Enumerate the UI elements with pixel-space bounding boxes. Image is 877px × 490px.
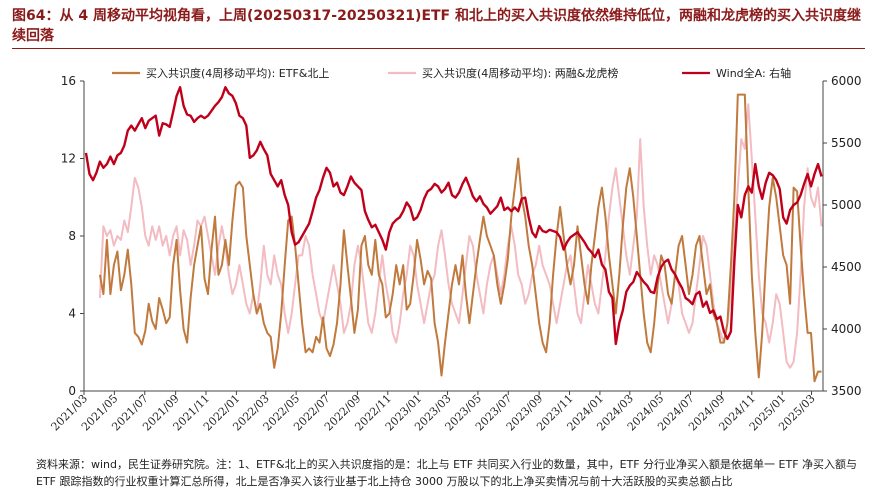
y-right-tick-label: 4500 xyxy=(831,260,862,274)
series-wind-a xyxy=(84,86,823,346)
y-right-tick-label: 5500 xyxy=(831,136,862,150)
y-right-tick-label: 4000 xyxy=(831,322,862,336)
chart-legend: 买入共识度(4周移动平均): ETF&北上 买入共识度(4周移动平均): 两融&龙… xyxy=(112,66,791,80)
legend-label: Wind全A: 右轴 xyxy=(716,66,791,80)
legend-label: 买入共识度(4周移动平均): 两融&龙虎榜 xyxy=(422,66,618,80)
y-left-tick-label: 4 xyxy=(68,307,76,321)
y-right-tick-label: 3500 xyxy=(831,384,862,398)
legend-label: 买入共识度(4周移动平均): ETF&北上 xyxy=(146,66,329,80)
line-chart: 16128406000550050004500400035002021/0320… xyxy=(49,66,862,433)
y-left-tick-label: 8 xyxy=(68,229,76,243)
title-divider xyxy=(12,48,865,49)
y-right-tick-label: 6000 xyxy=(831,74,862,88)
y-left-tick-label: 12 xyxy=(61,152,76,166)
series-etf-north xyxy=(98,93,822,383)
y-right-tick-label: 5000 xyxy=(831,198,862,212)
chart-series xyxy=(84,86,823,383)
series-margin-dragon xyxy=(98,103,823,369)
y-left-tick-label: 16 xyxy=(61,74,76,88)
y-left-tick-label: 0 xyxy=(68,384,76,398)
chart-title: 图64：从 4 周移动平均视角看，上周(20250317-20250321)ET… xyxy=(12,8,861,44)
